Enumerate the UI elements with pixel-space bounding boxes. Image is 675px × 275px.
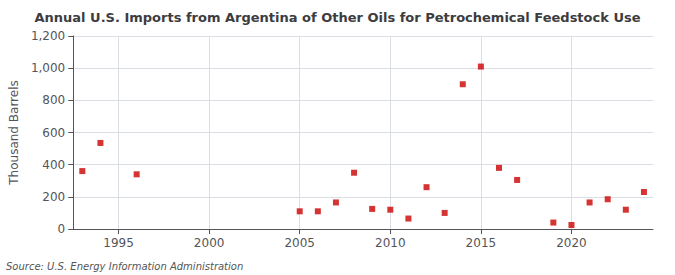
- svg-text:2000: 2000: [194, 236, 225, 250]
- svg-text:800: 800: [42, 93, 65, 107]
- svg-text:2005: 2005: [284, 236, 315, 250]
- svg-text:1,000: 1,000: [31, 61, 65, 75]
- svg-text:600: 600: [42, 126, 65, 140]
- svg-text:2015: 2015: [466, 236, 497, 250]
- svg-text:200: 200: [42, 190, 65, 204]
- svg-text:0: 0: [58, 222, 66, 236]
- svg-text:Source: U.S. Energy Informatio: Source: U.S. Energy Information Administ…: [6, 261, 243, 272]
- svg-text:1995: 1995: [103, 236, 134, 250]
- svg-text:1,200: 1,200: [31, 29, 65, 43]
- svg-text:Annual U.S. Imports from Argen: Annual U.S. Imports from Argentina of Ot…: [35, 10, 641, 25]
- svg-text:400: 400: [42, 158, 65, 172]
- svg-text:Thousand Barrels: Thousand Barrels: [7, 80, 21, 185]
- svg-text:2010: 2010: [375, 236, 406, 250]
- svg-text:2020: 2020: [556, 236, 587, 250]
